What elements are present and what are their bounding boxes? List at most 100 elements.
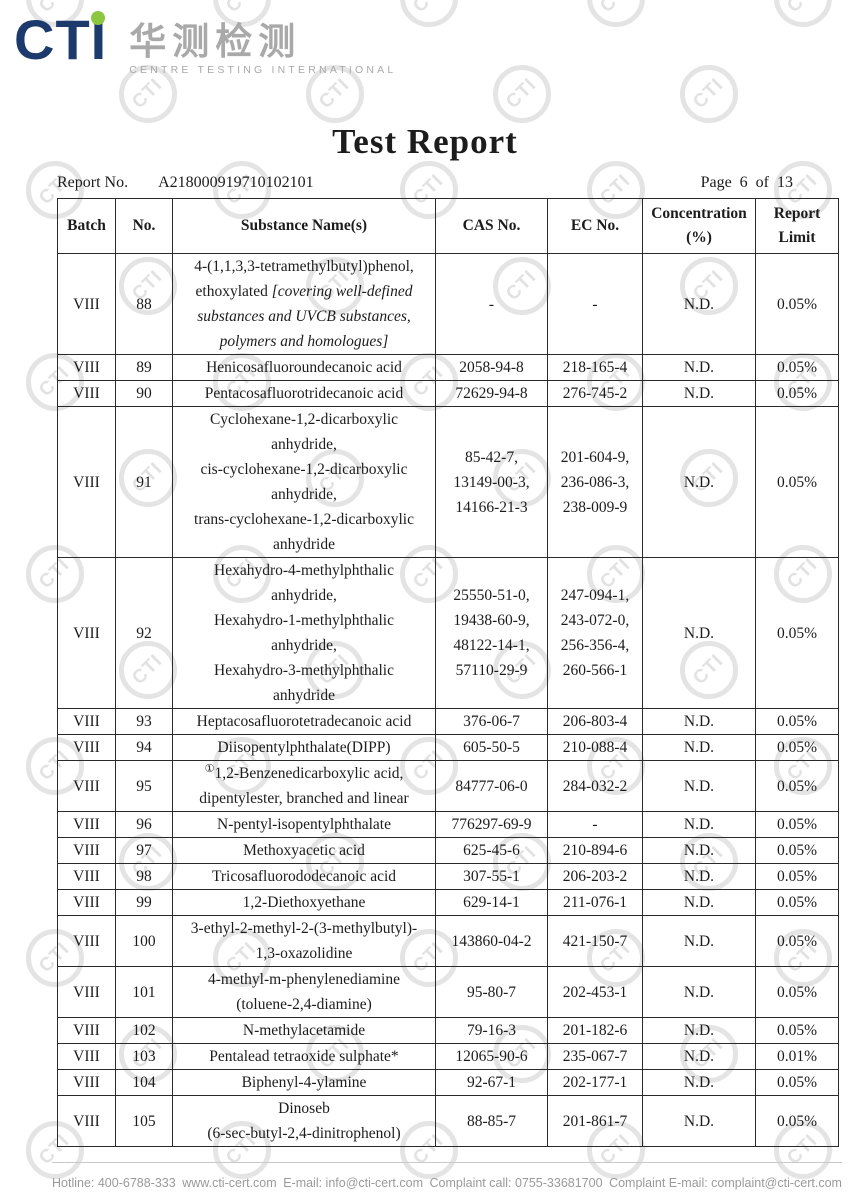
cell-cas: 84777-06-0: [435, 760, 548, 812]
cell-conc: N.D.: [642, 811, 756, 838]
table-row: VIII 104 Biphenyl-4-ylamine 92-67-1 202-177-…: [57, 1069, 839, 1096]
cell-conc: N.D.: [642, 889, 756, 916]
cell-cas: 2058-94-8: [435, 354, 548, 381]
cell-batch: VIII: [57, 380, 116, 407]
cell-ec: 218-165-4: [547, 354, 643, 381]
header-ec: EC No.: [547, 198, 643, 254]
cell-ec: 202-453-1: [547, 966, 643, 1018]
cell-cas: 376-06-7: [435, 708, 548, 735]
cell-batch: VIII: [57, 863, 116, 890]
cell-limit: 0.05%: [755, 734, 839, 761]
cell-limit: 0.05%: [755, 406, 839, 558]
cell-limit: 0.05%: [755, 966, 839, 1018]
cell-conc: N.D.: [642, 354, 756, 381]
table-row: VIII 93 Heptacosafluorotetradecanoic acid 3…: [57, 708, 839, 735]
table-row: VIII 98 Tricosafluorododecanoic acid 307-55…: [57, 863, 839, 890]
cell-no: 99: [115, 889, 173, 916]
cell-ec: 210-088-4: [547, 734, 643, 761]
cell-ec: 206-803-4: [547, 708, 643, 735]
cell-substance: Methoxyacetic acid: [172, 837, 436, 864]
cell-substance: 3-ethyl-2-methyl-2-(3-methylbutyl)- 1,3-…: [172, 915, 436, 967]
cell-no: 101: [115, 966, 173, 1018]
footer-email: E-mail: info@cti-cert.com: [283, 1176, 423, 1190]
table-row: VIII 92 Hexahydro-4-methylphthalic anhydri…: [57, 557, 839, 709]
cell-substance: Heptacosafluorotetradecanoic acid: [172, 708, 436, 735]
cell-no: 97: [115, 837, 173, 864]
cell-substance: Henicosafluoroundecanoic acid: [172, 354, 436, 381]
cell-substance: N-pentyl-isopentylphthalate: [172, 811, 436, 838]
cell-ec: 206-203-2: [547, 863, 643, 890]
cell-conc: N.D.: [642, 966, 756, 1018]
cell-conc: N.D.: [642, 837, 756, 864]
cell-ec: 201-604-9, 236-086-3, 238-009-9: [547, 406, 643, 558]
report-no-label: Report No.: [57, 174, 129, 191]
cell-batch: VIII: [57, 557, 116, 709]
cell-batch: VIII: [57, 915, 116, 967]
cell-batch: VIII: [57, 889, 116, 916]
cell-limit: 0.05%: [755, 837, 839, 864]
cell-limit: 0.05%: [755, 557, 839, 709]
cell-conc: N.D.: [642, 1095, 756, 1147]
cell-no: 96: [115, 811, 173, 838]
table-row: VIII 97 Methoxyacetic acid 625-45-6 210-894-…: [57, 837, 839, 864]
cell-ec: -: [547, 811, 643, 838]
cell-conc: N.D.: [642, 557, 756, 709]
cell-limit: 0.05%: [755, 708, 839, 735]
cell-batch: VIII: [57, 760, 116, 812]
cell-substance: Pentacosafluorotridecanoic acid: [172, 380, 436, 407]
cell-no: 103: [115, 1043, 173, 1070]
cti-subtitle: CENTRE TESTING INTERNATIONAL: [129, 64, 397, 76]
cti-chinese-name: 华测检测: [129, 21, 302, 62]
cell-ec: 247-094-1, 243-072-0, 256-356-4, 260-566…: [547, 557, 643, 709]
cell-cas: 143860-04-2: [435, 915, 548, 967]
cell-conc: N.D.: [642, 1017, 756, 1044]
header-concentration: Concentration (%): [642, 198, 756, 254]
cell-substance: Tricosafluorododecanoic acid: [172, 863, 436, 890]
cell-batch: VIII: [57, 734, 116, 761]
table-row: VIII 105 Dinoseb (6-sec-butyl-2,4-dinitrop…: [57, 1095, 839, 1147]
cell-limit: 0.05%: [755, 760, 839, 812]
cell-limit: 0.05%: [755, 253, 839, 355]
cell-batch: VIII: [57, 406, 116, 558]
table-row: VIII 90 Pentacosafluorotridecanoic acid 726…: [57, 380, 839, 407]
cell-no: 89: [115, 354, 173, 381]
cell-conc: N.D.: [642, 734, 756, 761]
footer-complaint-email: Complaint E-mail: complaint@cti-cert.com: [609, 1176, 842, 1190]
cell-batch: VIII: [57, 837, 116, 864]
report-no-value: A218000919710102101: [158, 174, 314, 191]
table-row: VIII 91 Cyclohexane-1,2-dicarboxylic anhyd…: [57, 406, 839, 558]
page-footer: Hotline: 400-6788-333 www.cti-cert.com E…: [52, 1162, 842, 1190]
cell-substance: Hexahydro-4-methylphthalic anhydride, He…: [172, 557, 436, 709]
header-report-limit: Report Limit: [755, 198, 839, 254]
cell-ec: 235-067-7: [547, 1043, 643, 1070]
cell-substance: ①1,2-Benzenedicarboxylic acid, dipentyle…: [172, 760, 436, 812]
cell-ec: 276-745-2: [547, 380, 643, 407]
table-row: VIII 96 N-pentyl-isopentylphthalate 776297-…: [57, 811, 839, 838]
cti-logo: CTI 华测检测 CENTRE TESTING INTERNATIONAL: [14, 10, 397, 77]
table-row: VIII 100 3-ethyl-2-methyl-2-(3-methylbutyl…: [57, 915, 839, 967]
cell-limit: 0.01%: [755, 1043, 839, 1070]
cell-limit: 0.05%: [755, 1017, 839, 1044]
cell-ec: 202-177-1: [547, 1069, 643, 1096]
table-body: VIII 88 4-(1,1,3,3-tetramethylbutyl)phenol…: [57, 253, 839, 1147]
cell-limit: 0.05%: [755, 1095, 839, 1147]
footer-complaint-call: Complaint call: 0755-33681700: [429, 1176, 603, 1190]
table-row: VIII 89 Henicosafluoroundecanoic acid 2058-…: [57, 354, 839, 381]
cell-no: 92: [115, 557, 173, 709]
report-meta: Report No. A218000919710102101 Page 6 of…: [57, 174, 793, 192]
cell-conc: N.D.: [642, 1069, 756, 1096]
cell-no: 91: [115, 406, 173, 558]
cell-cas: 625-45-6: [435, 837, 548, 864]
cell-no: 102: [115, 1017, 173, 1044]
cell-cas: 79-16-3: [435, 1017, 548, 1044]
page-title: Test Report: [332, 122, 518, 161]
cell-substance: Biphenyl-4-ylamine: [172, 1069, 436, 1096]
cell-cas: 92-67-1: [435, 1069, 548, 1096]
cell-cas: 605-50-5: [435, 734, 548, 761]
cell-conc: N.D.: [642, 708, 756, 735]
cell-substance: Dinoseb (6-sec-butyl-2,4-dinitrophenol): [172, 1095, 436, 1147]
cell-ec: 210-894-6: [547, 837, 643, 864]
footer-website: www.cti-cert.com: [182, 1176, 277, 1190]
cell-substance: 4-(1,1,3,3-tetramethylbutyl)phenol, etho…: [172, 253, 436, 355]
cell-substance: N-methylacetamide: [172, 1017, 436, 1044]
